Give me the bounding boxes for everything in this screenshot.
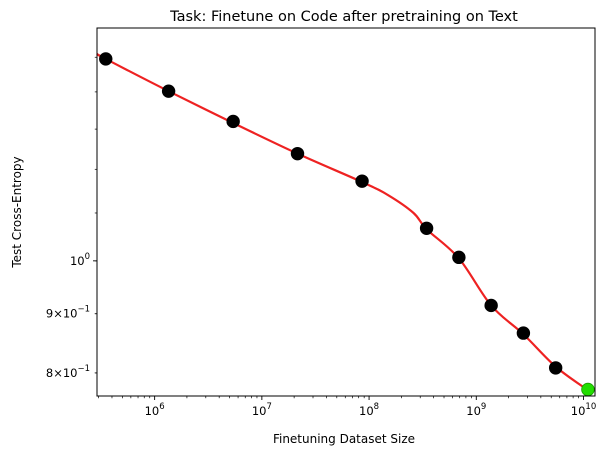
data-point — [581, 382, 595, 397]
y-axis-label: Test Cross-Entropy — [10, 156, 24, 268]
x-tick-label: 108 — [359, 402, 379, 418]
data-point — [419, 221, 434, 235]
data-point — [290, 146, 305, 161]
x-tick-label: 107 — [252, 402, 272, 418]
x-tick-label: 106 — [145, 402, 165, 418]
data-point — [484, 298, 498, 313]
x-axis-label: Finetuning Dataset Size — [273, 432, 415, 446]
y-tick-label: 9×10−1 — [46, 305, 90, 321]
x-ticks: 106 107 108 109 1010 — [98, 396, 596, 418]
x-tick-label: 1010 — [571, 402, 596, 418]
y-tick-label: 8×10−1 — [46, 364, 90, 380]
axes-frame — [96, 27, 596, 397]
chart-title: Task: Finetune on Code after pretraining… — [169, 9, 518, 25]
x-tick-label: 109 — [466, 402, 486, 418]
y-ticks: 100 9×10−1 8×10−1 — [46, 56, 97, 380]
curve-layer — [96, 52, 594, 394]
data-point — [355, 174, 369, 188]
points-layer — [99, 52, 595, 397]
y-tick-label: 100 — [70, 252, 90, 268]
data-point — [548, 361, 563, 375]
data-point — [99, 52, 113, 66]
data-point — [452, 250, 466, 265]
fit-line — [96, 52, 594, 394]
data-point — [161, 84, 176, 98]
plot-area — [97, 28, 595, 396]
data-point — [516, 326, 531, 340]
data-point — [226, 114, 240, 129]
